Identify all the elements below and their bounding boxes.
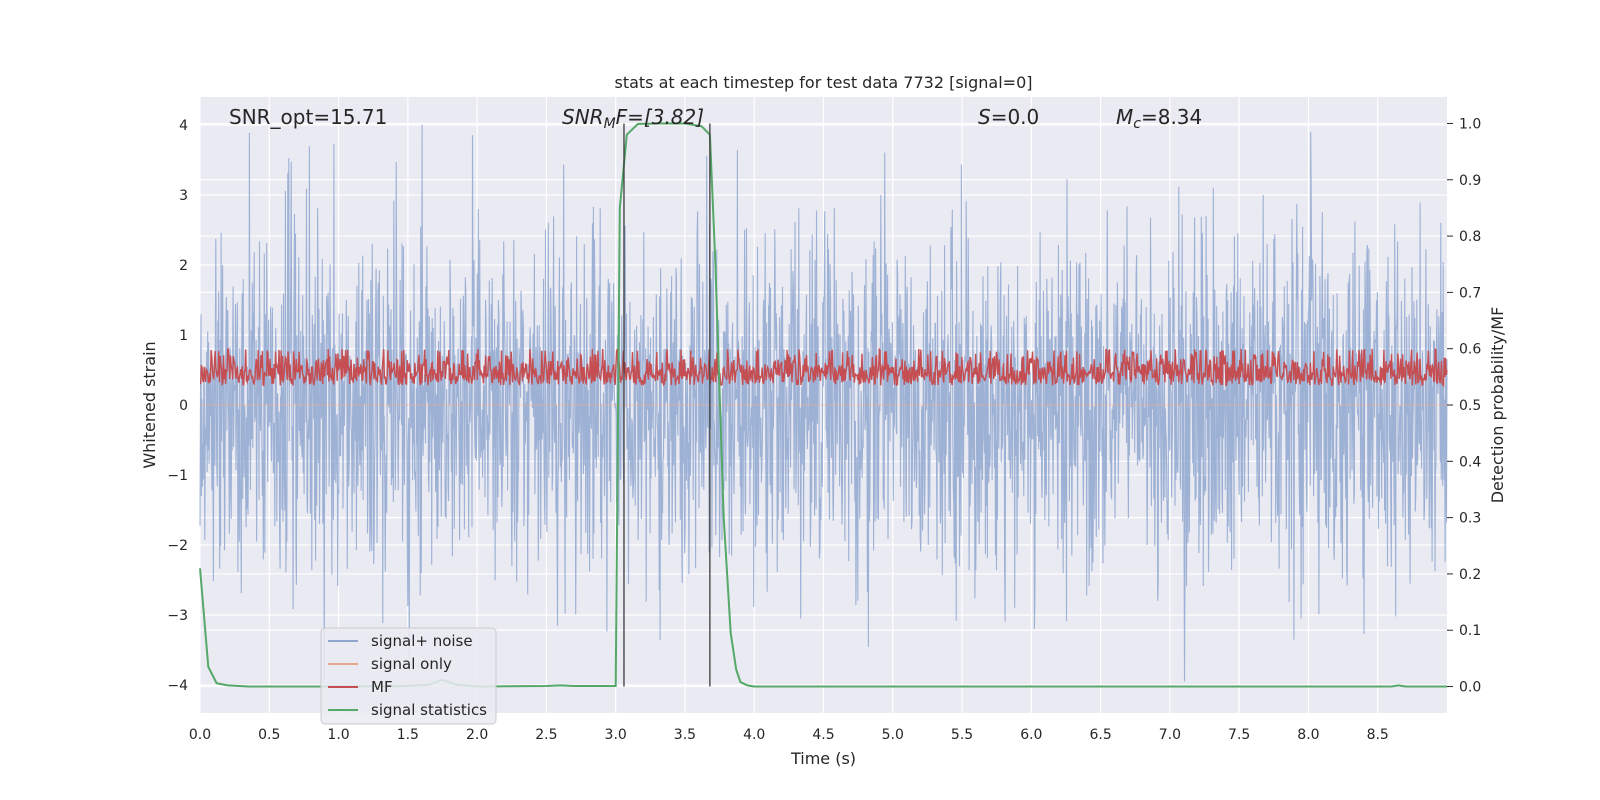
legend: signal+ noise signal only MF signal stat… [320,627,497,725]
signal-noise-series [199,124,1448,683]
y-tick-label: −4 [167,678,188,694]
x-axis-ticks: 0.0 0.5 1.0 1.5 2.0 2.5 3.0 3.5 4.0 4.5 5.0 5.5 6.0 6… [189,727,1389,743]
y2-tick-label: 0.4 [1459,454,1481,470]
signal-noise-line [199,124,1448,683]
y-tick-label: 3 [179,188,188,204]
x-tick-label: 5.0 [882,727,904,743]
legend-frame [320,627,497,725]
x-tick-label: 8.5 [1367,727,1389,743]
y2-tick-label: 0.2 [1459,567,1481,583]
x-axis-label: Time (s) [790,749,856,768]
x-tick-label: 7.0 [1159,727,1181,743]
y-tick-label: 4 [179,118,188,134]
mf-series [200,347,1448,388]
x-tick-label: 1.5 [397,727,419,743]
x-tick-label: 0.0 [189,727,211,743]
x-tick-label: 8.0 [1297,727,1319,743]
x-tick-label: 3.0 [605,727,627,743]
y-tick-label: −2 [167,538,188,554]
y-axis-ticks: 4 3 2 1 0 −1 −2 −3 −4 [167,118,188,694]
mf-line [200,347,1448,388]
y2-tick-label: 0.6 [1459,342,1481,358]
legend-label-signal-noise: signal+ noise [371,632,473,650]
x-tick-label: 2.0 [466,727,488,743]
vertical-markers [623,123,711,687]
x-tick-label: 2.5 [535,727,557,743]
y-tick-label: 2 [179,258,188,274]
y2-tick-label: 0.0 [1459,680,1481,696]
y-axis-label: Whitened strain [140,341,159,468]
legend-label-mf: MF [371,678,393,696]
legend-label-signal-only: signal only [371,655,452,673]
y2-tick-label: 0.3 [1459,511,1481,527]
y-tick-label: −3 [167,608,188,624]
legend-label-signal-statistics: signal statistics [371,701,487,719]
x-tick-label: 3.5 [674,727,696,743]
annotation-s: S=0.0 [978,105,1039,129]
y2-tick-label: 1.0 [1459,116,1481,132]
y2-tick-label: 0.8 [1459,229,1481,245]
y2-tick-label: 0.7 [1459,285,1481,301]
y-tick-label: 1 [179,328,188,344]
y-tick-label: −1 [167,468,188,484]
x-tick-label: 0.5 [258,727,280,743]
x-tick-label: 4.5 [812,727,834,743]
y2-axis-label: Detection probability/MF [1488,307,1507,504]
y2-tick-label: 0.1 [1459,623,1481,639]
x-tick-label: 7.5 [1228,727,1250,743]
x-tick-label: 6.0 [1020,727,1042,743]
chart-title: stats at each timestep for test data 773… [614,73,1032,92]
x-tick-label: 5.5 [951,727,973,743]
x-tick-label: 6.5 [1089,727,1111,743]
y2-axis-ticks: 1.0 0.9 0.8 0.7 0.6 0.5 0.4 0.3 0.2 0.1 0.0 [1447,116,1481,696]
annotation-snr-opt: SNR_opt=15.71 [229,105,387,129]
y-tick-label: 0 [179,398,188,414]
y2-tick-label: 0.9 [1459,173,1481,189]
x-tick-label: 1.0 [327,727,349,743]
x-tick-label: 4.0 [743,727,765,743]
y2-tick-label: 0.5 [1459,398,1481,414]
annotation-snr-mf: SNRMF=[3.82] [562,105,704,132]
annotation-mc: Mc=8.34 [1116,105,1202,132]
